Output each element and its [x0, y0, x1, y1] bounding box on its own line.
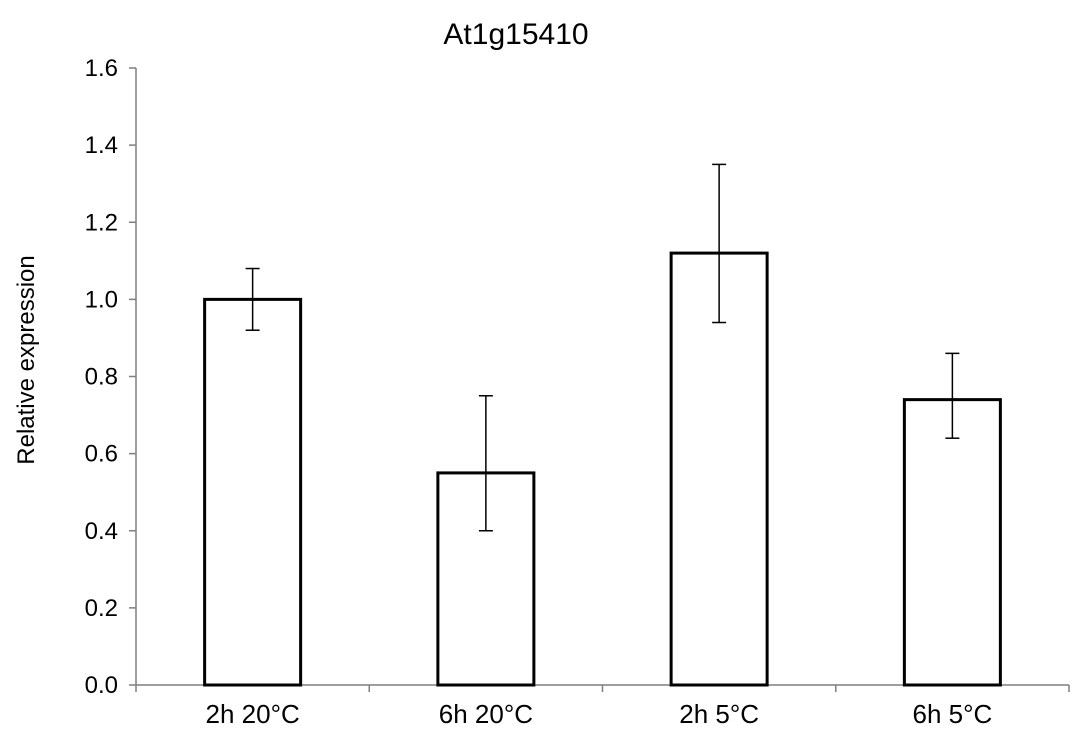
x-category-label: 6h 20°C: [439, 699, 533, 729]
y-tick-label: 0.8: [85, 364, 118, 391]
x-category-label: 6h 5°C: [912, 699, 992, 729]
x-category-label: 2h 5°C: [679, 699, 759, 729]
y-tick-label: 1.6: [85, 55, 118, 82]
x-category-label: 2h 20°C: [206, 699, 300, 729]
y-tick-label: 0.4: [85, 518, 118, 545]
y-tick-label: 1.2: [85, 209, 118, 236]
y-tick-label: 0.2: [85, 595, 118, 622]
y-axis-label: Relative expression: [13, 255, 40, 464]
y-tick-label: 0.6: [85, 441, 118, 468]
y-tick-label: 1.0: [85, 286, 118, 313]
y-tick-label: 1.4: [85, 132, 118, 159]
chart-title: At1g15410: [443, 18, 588, 51]
bar: [203, 297, 303, 687]
y-tick-label: 0.0: [85, 672, 118, 699]
bar: [902, 398, 1002, 687]
plot-area: 0.0 0.2 0.4 0.6 0.8 1.0 1.2 1.4 1.6 2h 20°C 6h 20°…: [85, 55, 1070, 729]
